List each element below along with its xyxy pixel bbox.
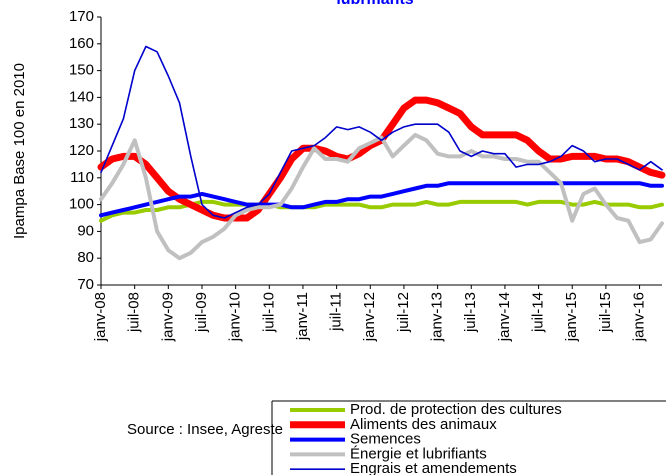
x-tick-label: juil-08	[126, 292, 143, 333]
y-tick-label: 90	[77, 222, 94, 239]
y-tick-label: 110	[70, 169, 94, 186]
series-line	[99, 132, 664, 261]
legend-label: Aliments des animaux	[350, 416, 497, 433]
y-tick-label: 80	[77, 249, 94, 266]
x-tick-label: juil-12	[395, 292, 412, 333]
series-line	[100, 45, 663, 219]
y-tick-label: 160	[69, 35, 94, 52]
legend-label: Semences	[350, 431, 421, 448]
x-tick-label: juil-14	[530, 292, 547, 333]
legend-label: Prod. de protection des cultures	[350, 401, 562, 418]
series-line	[99, 181, 664, 218]
source: Source : Insee, Agreste	[127, 421, 283, 438]
x-tick-label: juil-09	[193, 292, 210, 333]
y-axis-label: Ipampa Base 100 en 2010	[11, 63, 28, 239]
x-tick-label: janv-08	[92, 292, 109, 342]
x-tick-label: janv-09	[159, 292, 176, 342]
x-tick-label: juil-15	[597, 292, 614, 333]
x-tick-label: juil-11	[328, 292, 345, 332]
legend-label: Engrais et amendements	[350, 460, 517, 475]
x-tick-label: janv-15	[563, 292, 580, 342]
x-tick-label: janv-13	[429, 292, 446, 342]
x-tick-label: juil-10	[260, 292, 277, 333]
y-tick-label: 170	[69, 8, 94, 25]
x-tick-label: janv-12	[361, 292, 378, 342]
y-tick-label: 120	[69, 142, 94, 159]
x-tick-label: janv-10	[227, 292, 244, 342]
y-tick-label: 70	[77, 276, 94, 293]
y-tick-label: 130	[69, 115, 94, 132]
y-tick-label: 150	[69, 62, 94, 79]
legend-label: Énergie et lubrifiants	[350, 445, 487, 462]
series-line	[97, 96, 666, 222]
chart-title: lubrifiants	[336, 0, 413, 8]
x-tick-label: juil-13	[462, 292, 479, 333]
x-tick-label: janv-11	[294, 292, 311, 341]
y-tick-label: 100	[69, 196, 94, 213]
x-tick-label: janv-14	[496, 292, 513, 342]
x-tick-label: janv-16	[631, 292, 648, 342]
y-tick-label: 140	[69, 88, 94, 105]
